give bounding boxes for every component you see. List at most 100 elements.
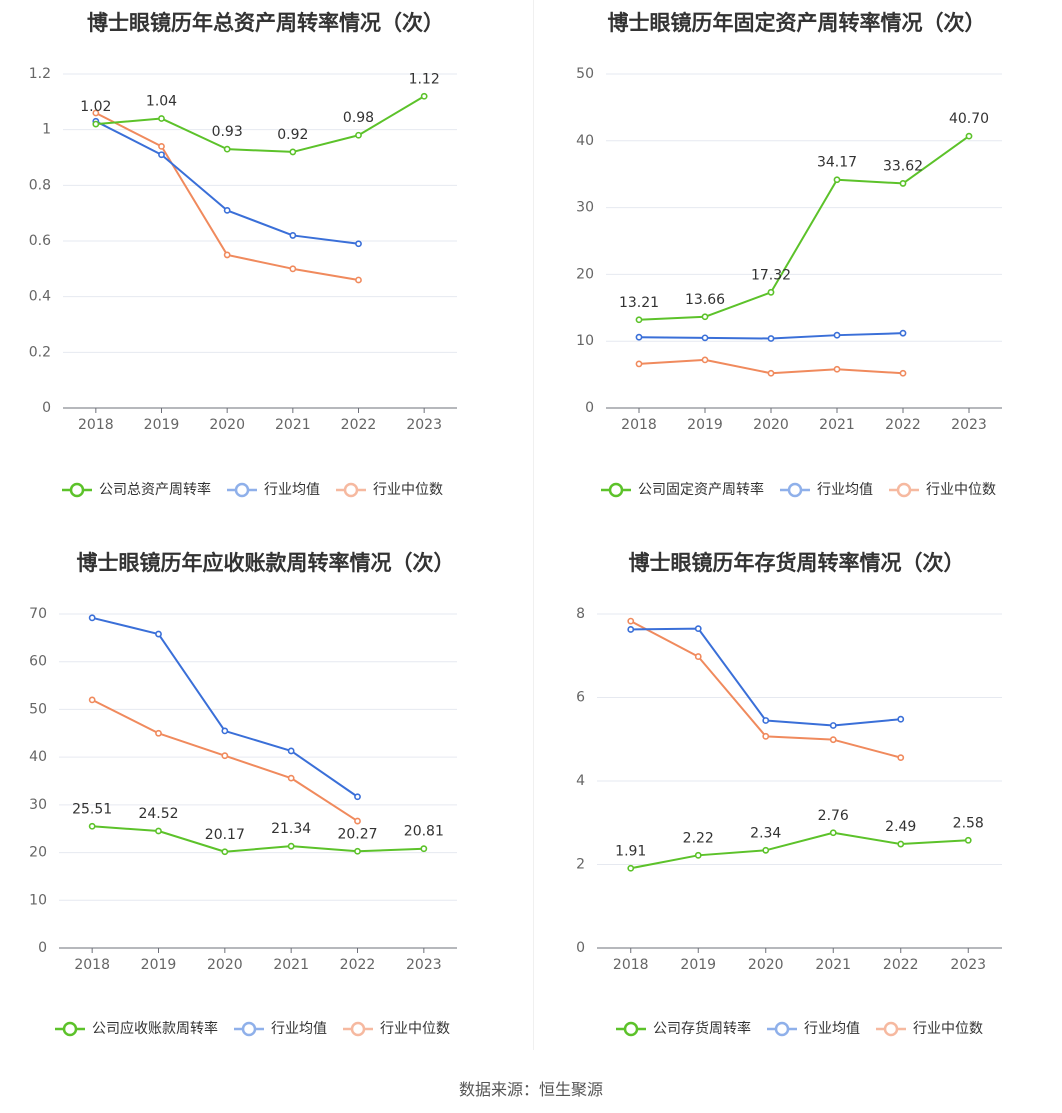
data-point-company[interactable] xyxy=(92,120,100,128)
data-point-industry-average[interactable] xyxy=(897,715,905,723)
data-label: 2.58 xyxy=(953,815,984,831)
data-point-company[interactable] xyxy=(965,132,973,140)
data-point-company[interactable] xyxy=(158,115,165,122)
legend-item-industry-median[interactable]: 行业中位数 xyxy=(336,482,443,498)
data-point-company[interactable] xyxy=(221,848,229,856)
data-point-industry-median[interactable] xyxy=(829,736,837,744)
legend-label: 公司固定资产周转率 xyxy=(638,481,764,498)
data-label: 24.52 xyxy=(138,806,178,822)
data-point-industry-median[interactable] xyxy=(762,732,770,740)
data-label: 2.76 xyxy=(818,808,849,824)
legend-item-industry-median[interactable]: 行业中位数 xyxy=(889,482,996,498)
legend-label: 行业中位数 xyxy=(913,1021,983,1037)
data-point-company[interactable] xyxy=(897,840,905,848)
y-tick-label: 4 xyxy=(576,773,585,789)
data-point-industry-median[interactable] xyxy=(287,774,295,782)
legend-item-company[interactable]: 公司固定资产周转率 xyxy=(601,481,764,498)
data-point-company[interactable] xyxy=(155,827,162,835)
data-point-industry-average[interactable] xyxy=(627,626,635,633)
data-point-company[interactable] xyxy=(88,822,96,830)
data-point-industry-median[interactable] xyxy=(767,369,775,377)
data-point-industry-average[interactable] xyxy=(899,329,907,337)
data-point-industry-median[interactable] xyxy=(155,729,162,737)
legend-item-company[interactable]: 公司应收账款周转率 xyxy=(55,1020,218,1037)
data-point-company[interactable] xyxy=(635,316,643,324)
data-point-industry-median[interactable] xyxy=(635,360,643,368)
data-label: 17.32 xyxy=(751,267,791,283)
data-point-industry-median[interactable] xyxy=(158,142,165,150)
data-point-industry-median[interactable] xyxy=(701,356,709,364)
legend-marker-icon xyxy=(241,1021,257,1037)
y-tick-label: 0.8 xyxy=(29,177,51,193)
data-point-company[interactable] xyxy=(420,845,428,853)
data-label: 20.81 xyxy=(404,824,444,840)
data-point-company[interactable] xyxy=(899,180,907,187)
data-point-company[interactable] xyxy=(223,145,231,153)
data-point-company[interactable] xyxy=(767,288,775,296)
data-label: 13.66 xyxy=(685,292,725,308)
series-line-company xyxy=(630,831,969,870)
data-point-industry-average[interactable] xyxy=(762,717,770,724)
data-point-industry-average[interactable] xyxy=(701,334,709,342)
legend-marker-icon xyxy=(350,1021,366,1037)
data-point-company[interactable] xyxy=(289,148,297,156)
legend-item-industry-average[interactable]: 行业均值 xyxy=(234,1021,327,1037)
data-point-industry-median[interactable] xyxy=(899,369,907,377)
data-point-industry-average[interactable] xyxy=(767,335,775,342)
data-point-industry-median[interactable] xyxy=(354,817,361,825)
legend-item-industry-average[interactable]: 行业均值 xyxy=(227,482,320,498)
data-point-industry-average[interactable] xyxy=(88,614,96,622)
data-point-industry-median[interactable] xyxy=(833,365,841,373)
data-point-company[interactable] xyxy=(420,92,428,100)
y-tick-label: 1 xyxy=(42,122,51,138)
data-point-industry-average[interactable] xyxy=(694,625,702,633)
data-point-company[interactable] xyxy=(701,313,709,321)
data-point-company[interactable] xyxy=(627,864,635,872)
data-point-company[interactable] xyxy=(964,836,972,844)
data-point-industry-average[interactable] xyxy=(223,206,231,214)
legend-label: 行业均值 xyxy=(817,482,873,498)
data-point-industry-average[interactable] xyxy=(355,240,362,248)
data-point-industry-average[interactable] xyxy=(155,630,162,638)
data-point-industry-average[interactable] xyxy=(287,747,295,755)
data-point-industry-average[interactable] xyxy=(289,232,297,239)
y-tick-label: 1.2 xyxy=(29,66,51,82)
legend-label: 公司存货周转率 xyxy=(653,1020,751,1037)
series-line-company xyxy=(95,95,425,153)
legend-item-company[interactable]: 公司总资产周转率 xyxy=(62,481,211,498)
legend-item-company[interactable]: 公司存货周转率 xyxy=(616,1020,751,1037)
data-label: 34.17 xyxy=(817,155,857,171)
data-point-company[interactable] xyxy=(833,176,841,184)
legend-label: 行业中位数 xyxy=(926,482,996,498)
x-tick-label: 2019 xyxy=(680,957,716,973)
data-point-industry-average[interactable] xyxy=(221,727,229,735)
data-point-company[interactable] xyxy=(355,131,362,139)
data-point-company[interactable] xyxy=(287,842,295,850)
data-point-company[interactable] xyxy=(354,847,361,855)
data-point-company[interactable] xyxy=(694,851,702,859)
data-point-company[interactable] xyxy=(829,829,837,837)
data-label: 0.92 xyxy=(277,127,308,143)
legend-item-industry-average[interactable]: 行业均值 xyxy=(767,1021,860,1037)
data-point-industry-median[interactable] xyxy=(355,276,362,284)
data-point-industry-median[interactable] xyxy=(221,752,229,760)
data-point-industry-median[interactable] xyxy=(627,617,635,625)
data-point-industry-median[interactable] xyxy=(289,265,297,273)
x-tick-label: 2023 xyxy=(951,417,987,433)
data-point-industry-average[interactable] xyxy=(354,793,361,801)
data-point-industry-average[interactable] xyxy=(635,333,643,341)
legend-item-industry-median[interactable]: 行业中位数 xyxy=(343,1021,450,1037)
data-point-industry-average[interactable] xyxy=(158,151,165,159)
data-label: 25.51 xyxy=(72,801,112,817)
data-point-industry-median[interactable] xyxy=(223,251,231,259)
data-point-industry-median[interactable] xyxy=(897,754,905,762)
data-point-company[interactable] xyxy=(762,846,770,854)
legend-item-industry-average[interactable]: 行业均值 xyxy=(780,482,873,498)
data-point-industry-median[interactable] xyxy=(88,696,96,704)
data-point-industry-average[interactable] xyxy=(829,722,837,729)
y-tick-label: 20 xyxy=(576,266,594,282)
data-point-industry-median[interactable] xyxy=(694,653,702,660)
data-point-industry-average[interactable] xyxy=(833,331,841,339)
data-point-industry-median[interactable] xyxy=(92,109,100,117)
legend-item-industry-median[interactable]: 行业中位数 xyxy=(876,1021,983,1037)
